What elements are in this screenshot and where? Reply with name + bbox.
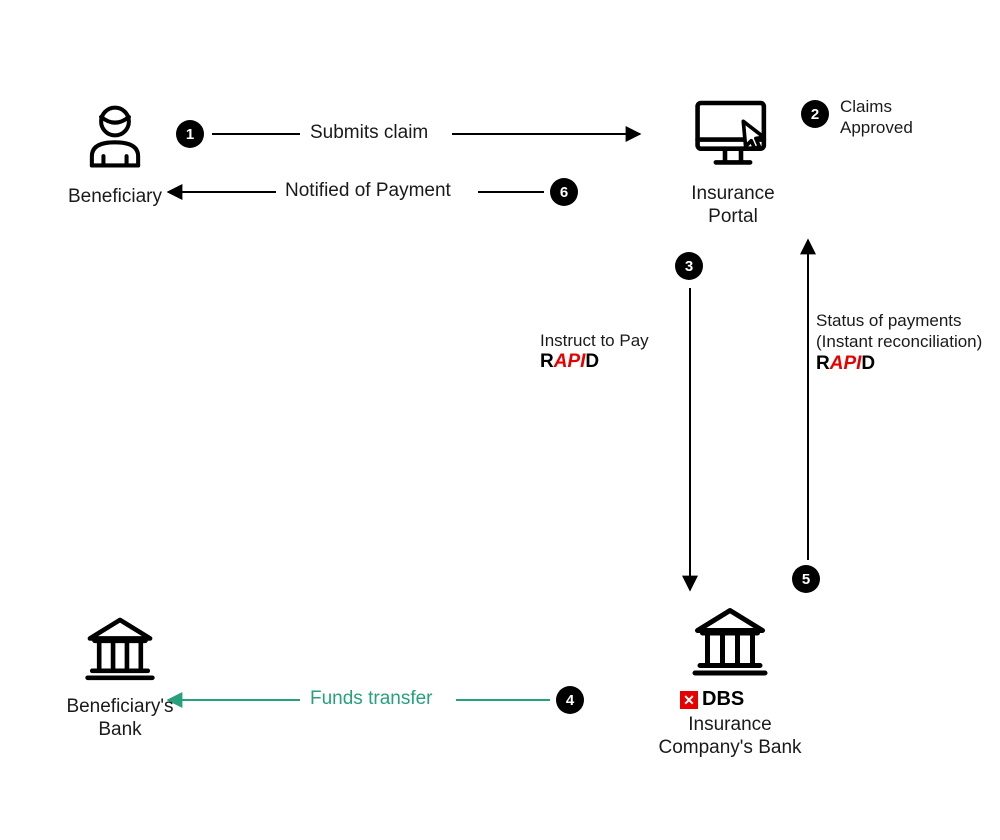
step-badge-1: 1 [176,120,204,148]
monitor-icon [693,98,773,177]
step-badge-6: 6 [550,178,578,206]
node-beneficiary: Beneficiary [60,105,170,209]
node-insurance-portal: Insurance Portal [678,98,788,229]
node-portal-label: Insurance Portal [691,183,774,229]
step-badge-3: 3 [675,252,703,280]
diagram-stage: Beneficiary Insurance Portal [0,0,1000,840]
step-badge-5: 5 [792,565,820,593]
node-company-bank-label: Insurance Company's Bank [658,714,801,760]
label-claims-approved: Claims Approved [840,96,913,139]
rapid-word: RAPID [540,351,649,373]
dbs-mark-icon: ✕ [680,691,698,709]
label-funds-transfer: Funds transfer [310,688,433,710]
label-instruct-to-pay: Instruct to Pay RAPID [540,330,649,373]
label-notified-payment: Notified of Payment [285,180,451,202]
node-beneficiary-bank: Beneficiary's Bank [60,615,180,742]
label-status-payments: Status of payments (Instant reconciliati… [816,310,982,375]
label-submits-claim: Submits claim [310,122,428,144]
bank-icon [83,615,157,690]
step-badge-4: 4 [556,686,584,714]
step-badge-2: 2 [801,100,829,128]
node-company-bank: Insurance Company's Bank [655,605,805,760]
rapid-word: RAPID [816,353,982,375]
dbs-text: DBS [702,688,744,711]
person-icon [78,105,152,180]
dbs-logo: ✕ DBS [680,688,744,711]
node-beneficiary-label: Beneficiary [68,186,162,209]
bank-icon [690,605,770,686]
node-ben-bank-label: Beneficiary's Bank [66,696,173,742]
